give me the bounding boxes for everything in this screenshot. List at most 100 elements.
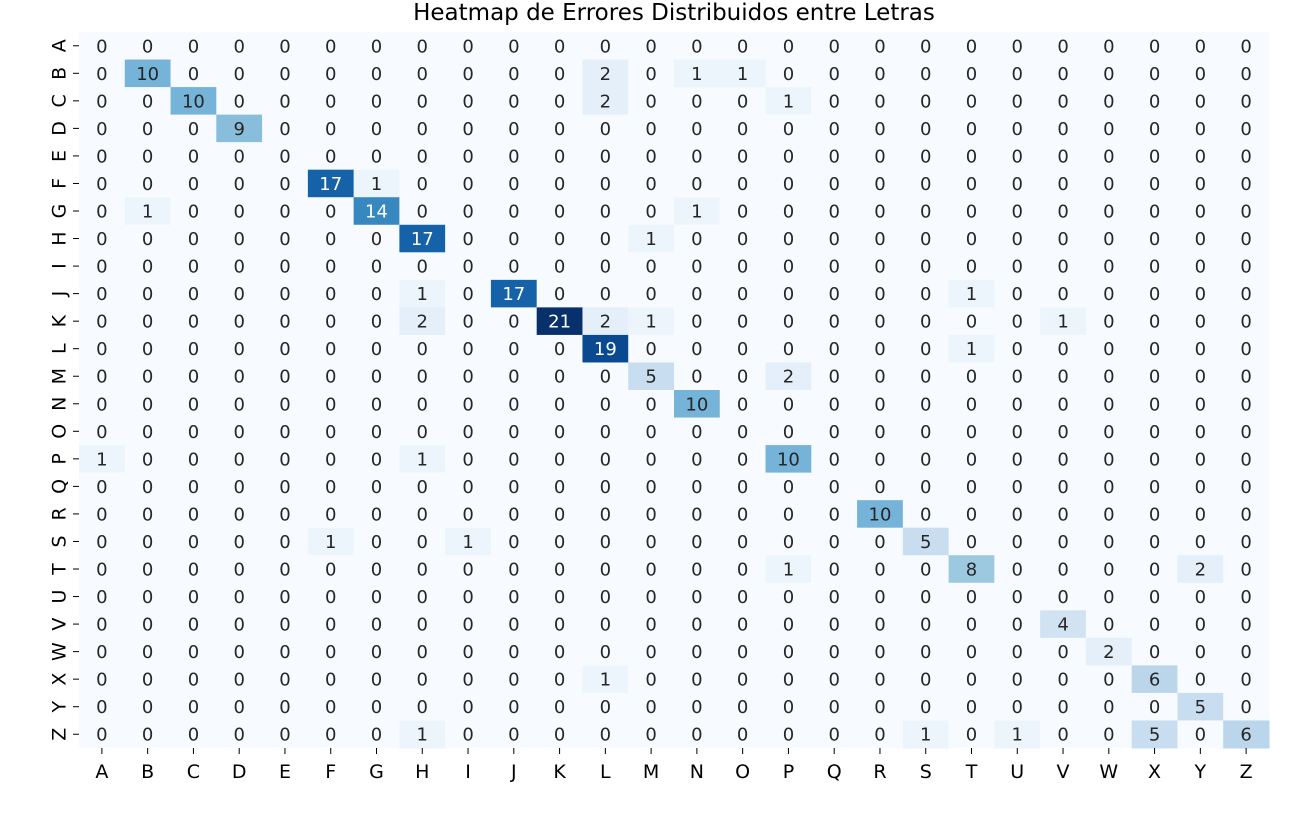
cell-value-label: 0: [188, 36, 199, 57]
heatmap-cell-N-D: [216, 390, 263, 419]
heatmap-cell-B-C: [170, 59, 217, 88]
heatmap-cell-J-Q: [811, 279, 858, 308]
heatmap-cell-B-I: [445, 59, 492, 88]
cell-value-label: 0: [508, 91, 519, 112]
heatmap-cell-I-G: [353, 252, 400, 281]
heatmap-cell-V-A: [79, 610, 126, 639]
heatmap-cell-W-P: [765, 637, 812, 666]
heatmap-cell-D-K: [536, 114, 583, 143]
cell-value-label: 0: [1103, 449, 1114, 470]
cell-value-label: 0: [371, 284, 382, 305]
cell-value-label: 0: [966, 119, 977, 140]
heatmap-cell-J-E: [262, 279, 309, 308]
heatmap-cell-P-H: [399, 445, 446, 474]
heatmap-cell-C-M: [628, 87, 675, 116]
cell-value-label: 0: [783, 587, 794, 608]
cell-value-label: 0: [508, 36, 519, 57]
cell-value-label: 0: [828, 422, 839, 443]
cell-value-label: 0: [508, 119, 519, 140]
cell-value-label: 0: [462, 312, 473, 333]
cell-value-label: 0: [600, 615, 611, 636]
cell-value-label: 0: [554, 229, 565, 250]
cell-value-label: 0: [1195, 642, 1206, 663]
cell-value-label: 0: [737, 449, 748, 470]
cell-value-label: 0: [874, 560, 885, 581]
heatmap-cell-O-W: [1085, 417, 1133, 446]
heatmap-cell-P-P: [765, 445, 812, 474]
heatmap-cell-D-M: [628, 114, 675, 143]
heatmap-cell-O-I: [445, 417, 492, 446]
heatmap-cell-W-L: [582, 637, 629, 666]
cell-value-label: 0: [1195, 284, 1206, 305]
heatmap-cell-X-F: [307, 665, 355, 694]
cell-value-label: 0: [691, 642, 702, 663]
y-tick-label: R: [49, 507, 71, 520]
x-axis: A B C D E F G H I J K L M N O P Q R S T U V W X Y Z: [95, 748, 1253, 783]
cell-value-label: 0: [1057, 119, 1068, 140]
heatmap-cell-M-U: [994, 362, 1041, 391]
cell-value-label: 0: [142, 312, 153, 333]
cell-value-label: 0: [1103, 697, 1114, 718]
heatmap-cell-T-U: [994, 555, 1041, 584]
cell-value-label: 0: [645, 670, 656, 691]
cell-value-label: 0: [96, 36, 107, 57]
heatmap-cell-Y-X: [1131, 692, 1178, 721]
heatmap-cell-Y-I: [445, 692, 492, 721]
heatmap-cell-Z-A: [79, 720, 126, 749]
cell-value-label: 0: [325, 339, 336, 360]
cell-value-label: 0: [417, 36, 428, 57]
heatmap-cell-J-P: [765, 279, 812, 308]
heatmap-cell-P-Z: [1223, 445, 1270, 474]
cell-value-label: 0: [1012, 587, 1023, 608]
cell-value-label: 0: [371, 119, 382, 140]
heatmap-cell-C-P: [765, 87, 812, 116]
cell-value-label: 0: [1057, 725, 1068, 746]
cell-value-label: 0: [96, 146, 107, 167]
cell-value-label: 0: [325, 477, 336, 498]
heatmap-cell-W-A: [79, 637, 126, 666]
x-tick-label: Z: [1240, 761, 1253, 783]
heatmap-cell-Y-L: [582, 692, 629, 721]
cell-value-label: 0: [600, 587, 611, 608]
cell-value-label: 0: [828, 587, 839, 608]
cell-value-label: 0: [508, 560, 519, 581]
heatmap-cell-X-H: [399, 665, 446, 694]
heatmap-cell-C-X: [1131, 87, 1178, 116]
heatmap-cell-B-M: [628, 59, 675, 88]
heatmap-cell-A-E: [262, 32, 309, 61]
cell-value-label: 0: [462, 697, 473, 718]
heatmap-cell-F-R: [857, 169, 904, 198]
cell-value-label: 0: [874, 725, 885, 746]
heatmap-cell-L-R: [857, 334, 904, 363]
cell-value-label: 0: [783, 615, 794, 636]
cell-value-label: 0: [554, 146, 565, 167]
cell-value-label: 0: [142, 284, 153, 305]
heatmap-cell-A-B: [124, 32, 172, 61]
heatmap-cell-A-F: [307, 32, 355, 61]
heatmap-cell-Y-N: [674, 692, 721, 721]
heatmap-cell-Q-W: [1085, 472, 1133, 501]
cell-value-label: 0: [508, 449, 519, 470]
x-tick-label: H: [415, 761, 429, 783]
heatmap-cell-S-J: [490, 527, 538, 556]
heatmap-cell-T-H: [399, 555, 446, 584]
cell-value-label: 0: [1149, 504, 1160, 525]
heatmap-cell-V-P: [765, 610, 812, 639]
cell-value-label: 0: [691, 367, 702, 388]
cell-value-label: 0: [1057, 257, 1068, 278]
heatmap-cell-Q-O: [719, 472, 767, 501]
cell-value-label: 0: [966, 174, 977, 195]
cell-value-label: 0: [783, 36, 794, 57]
cell-value-label: 0: [96, 615, 107, 636]
heatmap-cell-S-I: [445, 527, 492, 556]
cell-value-label: 0: [508, 312, 519, 333]
heatmap-cell-V-C: [170, 610, 217, 639]
cell-value-label: 0: [462, 284, 473, 305]
cell-value-label: 0: [279, 697, 290, 718]
cell-value-label: 0: [874, 615, 885, 636]
cell-value-label: 0: [783, 64, 794, 85]
y-tick-label: H: [49, 231, 71, 245]
cell-value-label: 0: [645, 36, 656, 57]
cell-value-label: 0: [233, 91, 244, 112]
cell-value-label: 6: [1240, 725, 1251, 746]
